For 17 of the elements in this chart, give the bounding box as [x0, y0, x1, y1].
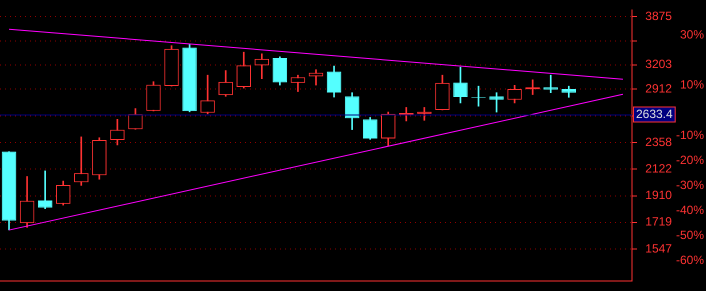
y2-tick-label: -40% [676, 202, 704, 217]
y2-tick-label: -50% [676, 228, 704, 242]
y-tick-label: 2912 [645, 81, 672, 96]
y-tick-label: 3203 [645, 57, 672, 72]
y-tick-label: 2122 [645, 161, 672, 176]
y2-tick-label: -10% [676, 128, 704, 142]
y-tick-label: 1547 [645, 241, 672, 256]
y2-tick-label: 10% [680, 78, 704, 92]
y-tick-label: 3875 [645, 9, 672, 24]
y2-tick-label: -30% [676, 178, 704, 192]
ref-line-label: 2633.4 [636, 106, 674, 121]
y2-tick-label: 30% [680, 28, 704, 42]
y2-tick-label: -60% [676, 253, 704, 268]
y2-tick-label: -20% [676, 152, 704, 167]
y-tick-label: 1719 [645, 214, 672, 229]
y-tick-label: 2358 [645, 134, 672, 149]
y-tick-label: 1910 [645, 188, 672, 202]
